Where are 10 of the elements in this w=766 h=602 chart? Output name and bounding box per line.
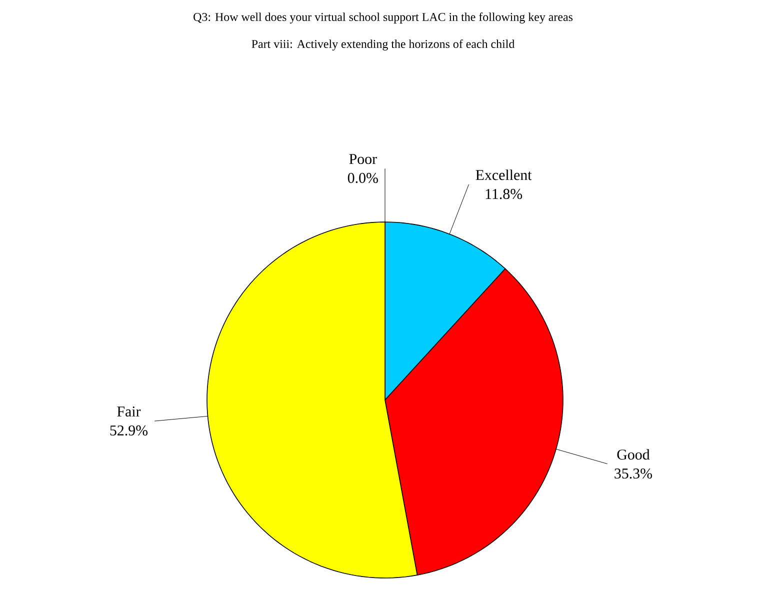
data-label: 11.8%: [486, 188, 522, 200]
slice-label: Good: [617, 449, 650, 460]
slice-label: Fair: [117, 406, 141, 417]
text: 0.0%: [348, 172, 378, 184]
data-label: 52.9%: [110, 425, 148, 436]
chart-title: Q3: How well does your virtual school support LAC in the following key areas: [194, 12, 573, 24]
data-label: 35.3%: [614, 468, 652, 479]
slice-label: Excellent: [476, 170, 532, 180]
category-label: Poor: [349, 154, 377, 164]
chart-subtitle: Part viii: Actively extending the horizons of each child: [252, 39, 515, 50]
